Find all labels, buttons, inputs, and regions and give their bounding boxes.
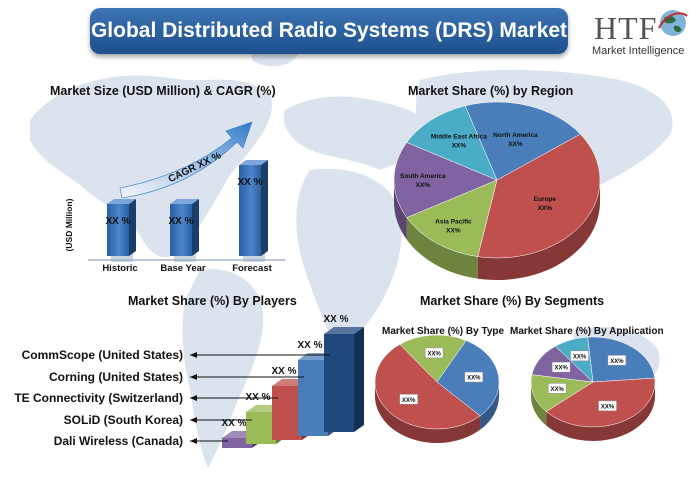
player-bar-side-0 — [354, 327, 364, 432]
application-pie-label-box-0 — [607, 355, 627, 366]
size-data-label-0: XX % — [105, 216, 130, 227]
region-title: Market Share (%) by Region — [408, 84, 574, 98]
type-pie-label-box-2 — [424, 347, 444, 359]
player-data-label-1: XX % — [297, 340, 322, 351]
player-bar-top-0 — [324, 327, 364, 334]
region-pie-wall-3 — [394, 180, 407, 240]
size-bar-0 — [107, 204, 129, 256]
size-bar-side-0 — [129, 199, 136, 256]
application-pie-label-box-4 — [570, 350, 589, 362]
type-pie-label-1: XX% — [402, 398, 416, 404]
size-bar-side-1 — [192, 199, 199, 256]
type-pie-wall-0 — [480, 382, 499, 430]
player-label-solid: SOLiD (South Korea) — [63, 413, 183, 427]
region-label-2: Asia Pacific — [435, 218, 472, 225]
type-pie-label-0: XX% — [467, 376, 481, 382]
title-banner: Global Distributed Radio Systems (DRS) M… — [90, 8, 568, 54]
htf-logo: HTF Market Intelligence — [588, 4, 696, 60]
size-category-label-1: Base Year — [160, 263, 206, 274]
player-data-label-0: XX % — [323, 314, 348, 325]
application-pie-label-box-1 — [598, 400, 617, 412]
player-label-te-connectivity: TE Connectivity (Switzerland) — [14, 391, 183, 405]
application-pie-label-0: XX% — [610, 359, 624, 365]
size-bar-2 — [239, 165, 261, 256]
size-bar-1 — [170, 204, 192, 256]
region-label-4: Middle East Africa — [431, 133, 487, 140]
region-value-4: XX% — [452, 142, 467, 149]
region-pie-wall-1 — [477, 180, 600, 280]
application-pie-label-3: XX% — [554, 366, 568, 372]
region-pie-slice-2 — [406, 179, 498, 257]
logo-main-text: HTF — [594, 10, 658, 46]
player-label-corning: Corning (United States) — [49, 370, 183, 384]
size-data-label-1: XX % — [168, 216, 193, 227]
cagr-arrow — [119, 121, 253, 199]
region-pie-slice-1 — [477, 133, 601, 259]
region-pie-slice-4 — [406, 105, 498, 181]
size-bar-side-2 — [261, 160, 268, 256]
player-data-label-2: XX % — [271, 366, 296, 377]
type-pie-slice-1 — [374, 344, 481, 430]
logo-subtitle: Market Intelligence — [592, 45, 685, 57]
application-pie-label-2: XX% — [551, 387, 565, 393]
segments-title: Market Share (%) By Segments — [420, 294, 605, 308]
market-size-chart: XX % Historic XX % Base Year XX % Forecast (US… — [64, 121, 285, 274]
globe-icon — [658, 10, 688, 36]
market-size-title: Market Size (USD Million) & CAGR (%) — [50, 84, 276, 98]
region-pie-wall-2 — [406, 217, 478, 279]
size-category-label-0: Historic — [102, 263, 137, 274]
application-pie-wall-1 — [546, 382, 655, 442]
size-bar-top-2 — [239, 160, 268, 165]
region-pie-slice-0 — [464, 101, 581, 181]
player-bar-1 — [298, 360, 328, 436]
cagr-label: CAGR XX % — [167, 150, 223, 185]
region-value-3: XX% — [416, 182, 431, 189]
player-bar-2 — [272, 386, 302, 440]
player-bar-4 — [222, 438, 252, 448]
type-pie-label-box-0 — [464, 371, 484, 383]
player-data-label-4: XX % — [221, 418, 246, 429]
player-label-commscope: CommScope (United States) — [21, 348, 183, 362]
size-bar-top-1 — [170, 199, 199, 204]
player-bar-0 — [324, 334, 354, 432]
application-pie-label-box-2 — [547, 383, 567, 394]
players-title: Market Share (%) By Players — [128, 294, 297, 308]
application-pie-label-4: XX% — [573, 354, 587, 360]
region-pie-slice-3 — [393, 142, 498, 218]
region-label-3: South America — [400, 173, 446, 180]
type-pie-slice-2 — [399, 334, 467, 383]
players-chart: XX %XX %XX %XX %XX % — [190, 314, 364, 448]
region-label-0: North America — [493, 132, 538, 139]
region-value-1: XX% — [538, 205, 553, 212]
type-pie-label-box-1 — [399, 394, 418, 405]
application-pie-label-box-3 — [551, 361, 571, 373]
type-title: Market Share (%) By Type — [382, 326, 505, 337]
player-bar-3 — [246, 412, 276, 444]
size-data-label-2: XX % — [237, 177, 262, 188]
type-pie-label-2: XX% — [427, 351, 441, 357]
player-label-dali: Dali Wireless (Canada) — [53, 434, 183, 448]
size-y-axis-label: (USD Million) — [64, 198, 74, 251]
size-category-label-2: Forecast — [232, 263, 272, 274]
region-value-2: XX% — [446, 227, 461, 234]
size-bar-top-0 — [107, 199, 136, 204]
application-title: Market Share (%) By Application — [510, 326, 664, 337]
player-bar-top-shine-0 — [324, 327, 364, 334]
region-label-1: Europe — [534, 196, 557, 203]
application-pie-label-1: XX% — [601, 404, 615, 410]
page-title: Global Distributed Radio Systems (DRS) M… — [90, 19, 568, 42]
region-value-0: XX% — [508, 141, 523, 148]
type-pie-wall-1 — [375, 382, 481, 443]
